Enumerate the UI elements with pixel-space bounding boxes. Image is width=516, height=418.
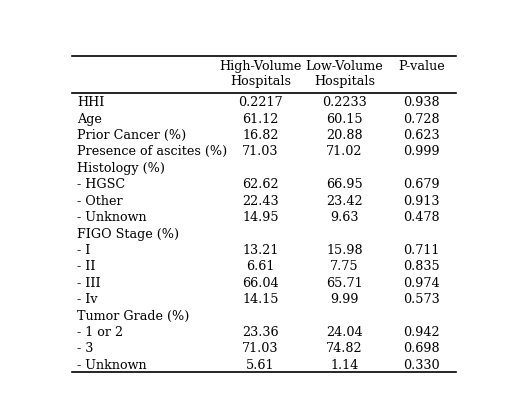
Text: HHI: HHI	[77, 96, 105, 109]
Text: 1.14: 1.14	[330, 359, 359, 372]
Text: 0.573: 0.573	[403, 293, 440, 306]
Text: 9.63: 9.63	[330, 211, 359, 224]
Text: 0.2233: 0.2233	[322, 96, 367, 109]
Text: Histology (%): Histology (%)	[77, 162, 165, 175]
Text: - III: - III	[77, 277, 101, 290]
Text: 0.711: 0.711	[403, 244, 440, 257]
Text: P-value: P-value	[398, 60, 445, 73]
Text: 0.913: 0.913	[403, 195, 440, 208]
Text: 71.03: 71.03	[242, 145, 279, 158]
Text: - 3: - 3	[77, 342, 94, 355]
Text: Prior Cancer (%): Prior Cancer (%)	[77, 129, 187, 142]
Text: 20.88: 20.88	[326, 129, 363, 142]
Text: Low-Volume
Hospitals: Low-Volume Hospitals	[305, 60, 383, 88]
Text: - Other: - Other	[77, 195, 123, 208]
Text: 65.71: 65.71	[326, 277, 363, 290]
Text: 0.698: 0.698	[403, 342, 440, 355]
Text: 62.62: 62.62	[242, 178, 279, 191]
Text: 0.974: 0.974	[403, 277, 440, 290]
Text: 23.42: 23.42	[326, 195, 363, 208]
Text: 24.04: 24.04	[326, 326, 363, 339]
Text: 0.938: 0.938	[403, 96, 440, 109]
Text: 14.95: 14.95	[242, 211, 279, 224]
Text: 7.75: 7.75	[330, 260, 359, 273]
Text: 74.82: 74.82	[326, 342, 363, 355]
Text: 0.728: 0.728	[403, 112, 440, 125]
Text: 22.43: 22.43	[242, 195, 279, 208]
Text: - Iv: - Iv	[77, 293, 98, 306]
Text: 5.61: 5.61	[246, 359, 275, 372]
Text: Age: Age	[77, 112, 102, 125]
Text: 71.03: 71.03	[242, 342, 279, 355]
Text: Tumor Grade (%): Tumor Grade (%)	[77, 310, 190, 323]
Text: 9.99: 9.99	[330, 293, 359, 306]
Text: 0.330: 0.330	[403, 359, 440, 372]
Text: 71.02: 71.02	[326, 145, 363, 158]
Text: 66.95: 66.95	[326, 178, 363, 191]
Text: - HGSC: - HGSC	[77, 178, 125, 191]
Text: 0.478: 0.478	[403, 211, 440, 224]
Text: High-Volume
Hospitals: High-Volume Hospitals	[219, 60, 302, 88]
Text: Presence of ascites (%): Presence of ascites (%)	[77, 145, 228, 158]
Text: 23.36: 23.36	[242, 326, 279, 339]
Text: FIGO Stage (%): FIGO Stage (%)	[77, 227, 180, 240]
Text: 0.942: 0.942	[403, 326, 440, 339]
Text: 0.835: 0.835	[403, 260, 440, 273]
Text: 61.12: 61.12	[243, 112, 279, 125]
Text: 0.679: 0.679	[403, 178, 440, 191]
Text: - II: - II	[77, 260, 96, 273]
Text: - Unknown: - Unknown	[77, 359, 147, 372]
Text: 14.15: 14.15	[242, 293, 279, 306]
Text: 60.15: 60.15	[326, 112, 363, 125]
Text: 15.98: 15.98	[326, 244, 363, 257]
Text: - Unknown: - Unknown	[77, 211, 147, 224]
Text: 13.21: 13.21	[243, 244, 279, 257]
Text: 0.623: 0.623	[403, 129, 440, 142]
Text: - I: - I	[77, 244, 91, 257]
Text: 0.2217: 0.2217	[238, 96, 283, 109]
Text: 16.82: 16.82	[242, 129, 279, 142]
Text: - 1 or 2: - 1 or 2	[77, 326, 123, 339]
Text: 0.999: 0.999	[403, 145, 440, 158]
Text: 66.04: 66.04	[242, 277, 279, 290]
Text: 6.61: 6.61	[246, 260, 275, 273]
